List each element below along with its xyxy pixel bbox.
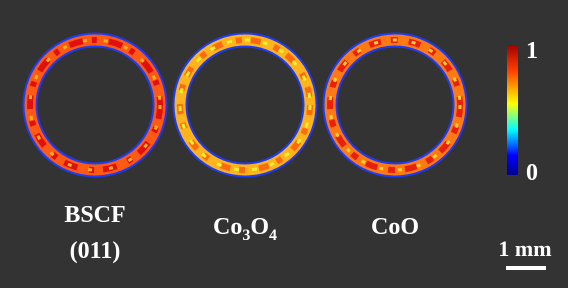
scale-bar-label: 1 mm — [498, 236, 551, 261]
colorbar-min: 0 — [526, 160, 538, 186]
formula-subscript: 3 — [242, 227, 250, 244]
colorbar — [507, 45, 518, 175]
scale-bar — [506, 266, 546, 270]
formula-part: O — [250, 214, 269, 240]
sample-label: (011) — [70, 238, 121, 264]
figure: 1 0 BSCF (011) Co3O4 CoO 1 mm — [0, 0, 568, 288]
formula-part: Co — [213, 214, 242, 240]
sample-label: CoO — [371, 214, 419, 240]
formula-subscript: 4 — [269, 227, 277, 244]
sample-label: BSCF — [64, 202, 125, 228]
colorbar-max: 1 — [526, 38, 538, 64]
page: 1 0 BSCF (011) Co3O4 CoO 1 mm (() => { c… — [0, 0, 568, 288]
